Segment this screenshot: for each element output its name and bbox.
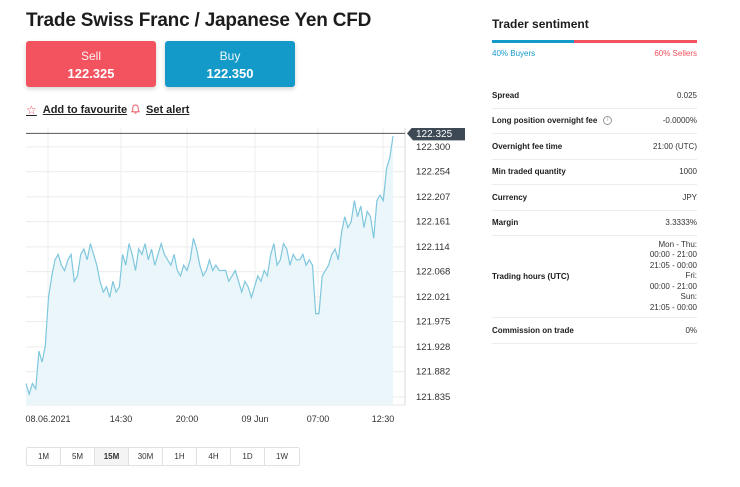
stat-value-line: -0.0000% [662, 116, 697, 126]
buy-label: Buy [219, 49, 241, 63]
stat-key-label: Currency [492, 192, 528, 202]
stat-key-label: Trading hours (UTC) [492, 272, 570, 281]
stat-row: Currency JPY [492, 185, 697, 211]
add-to-favourite-link[interactable]: ☆ Add to favourite [26, 103, 127, 117]
sell-label: Sell [80, 49, 101, 63]
stat-value: 1000 [679, 167, 697, 176]
stat-value-line: 21:00 (UTC) [652, 141, 697, 151]
stat-value-line: Fri: [685, 271, 697, 281]
timeframe-selector: 1M 5M 15M 30M 1H 4H 1D 1W [26, 447, 300, 466]
stat-key: Long position overnight fee i [492, 116, 613, 126]
stat-value-line: 0.025 [676, 90, 697, 100]
stat-key-label: Overnight fee time [492, 141, 563, 151]
x-tick-label: 09 Jun [241, 414, 268, 424]
stat-key-label: Margin [492, 218, 519, 228]
sell-price: 122.325 [67, 66, 115, 81]
timeframe-button-1d[interactable]: 1D [231, 448, 265, 465]
stat-key: Margin [492, 218, 518, 227]
y-tick-label: 122.068 [416, 267, 450, 278]
sentiment-title: Trader sentiment [492, 17, 589, 31]
timeframe-button-4h[interactable]: 4H [197, 448, 231, 465]
stat-value-line: 21:05 - 00:00 [649, 260, 697, 270]
sentiment-buyers: 40% Buyers [492, 49, 536, 58]
set-alert-link[interactable]: Set alert [130, 103, 190, 117]
stat-value: 3.3333% [665, 218, 697, 227]
buy-price: 122.350 [206, 66, 254, 81]
timeframe-button-1h[interactable]: 1H [163, 448, 197, 465]
price-area [26, 136, 393, 405]
stat-value: 0.025 [677, 91, 697, 100]
stat-value-line: JPY [682, 192, 697, 202]
stat-key: Commission on trade [492, 326, 574, 335]
stats-table: Spread 0.025 Long position overnight fee i -… [492, 83, 697, 344]
timeframe-button-5m[interactable]: 5M [61, 448, 95, 465]
y-tick-label: 121.882 [416, 367, 450, 378]
stat-row: Overnight fee time 21:00 (UTC) [492, 134, 697, 160]
y-tick-label: 121.835 [416, 392, 450, 403]
stat-row: Long position overnight fee i -0.0000% [492, 109, 697, 134]
timeframe-button-15m[interactable]: 15M [95, 448, 129, 465]
y-tick-label: 122.021 [416, 292, 450, 303]
sentiment-bar [492, 40, 697, 43]
stat-key-label: Min traded quantity [492, 167, 566, 177]
stat-key-label: Long position overnight fee [492, 116, 598, 126]
sell-button[interactable]: Sell 122.325 [26, 41, 156, 87]
price-chart[interactable]: 122.300 122.254 122.207 122.161 122.114 122.0… [0, 128, 470, 434]
stat-value: 21:00 (UTC) [653, 142, 697, 151]
price-chart-svg: 122.300 122.254 122.207 122.161 122.114 122.0… [25, 128, 465, 424]
star-icon: ☆ [26, 103, 37, 117]
price-line [25, 136, 394, 397]
stat-row: Margin 3.3333% [492, 211, 697, 236]
y-tick-label: 122.300 [416, 142, 450, 153]
stat-key-label: Commission on trade [492, 325, 574, 335]
y-tick-label: 122.254 [416, 167, 450, 178]
stat-row: Commission on trade 0% [492, 318, 697, 344]
sentiment-sellers: 60% Sellers [654, 49, 697, 58]
y-tick-label: 122.114 [416, 242, 450, 253]
stat-key: Trading hours (UTC) [492, 272, 569, 281]
current-price-label: 122.325 [416, 129, 453, 140]
stat-value-line: Mon - Thu: [658, 239, 697, 249]
bell-icon [130, 103, 141, 117]
stat-value-line: 1000 [679, 167, 697, 177]
current-price-tag [407, 128, 465, 141]
x-tick-label: 20:00 [176, 414, 199, 424]
add-to-favourite-label: Add to favourite [42, 104, 128, 116]
y-tick-label: 122.161 [416, 217, 450, 228]
x-tick-label: 08.06.2021 [25, 414, 70, 424]
stat-value: -0.0000% [663, 116, 697, 125]
stat-value: JPY [682, 193, 697, 202]
timeframe-button-30m[interactable]: 30M [129, 448, 163, 465]
stat-value-line: 00:00 - 21:00 [649, 281, 697, 291]
x-tick-label: 07:00 [307, 414, 330, 424]
stat-key-label: Spread [492, 90, 520, 100]
stat-value: 0% [685, 326, 697, 335]
stat-value-line: Sun: [680, 292, 697, 302]
stat-key: Currency [492, 193, 527, 202]
info-icon[interactable]: i [603, 116, 613, 126]
timeframe-button-1w[interactable]: 1W [276, 452, 288, 461]
stat-value-line: 3.3333% [665, 218, 697, 228]
stat-value: Mon - Thu: 00:00 - 21:00 21:05 - 00:00 Fri:… [650, 240, 697, 314]
y-tick-label: 121.975 [416, 317, 450, 328]
stat-value-line: 00:00 - 21:00 [649, 250, 697, 260]
stat-key: Spread [492, 91, 519, 100]
sentiment-buyers-fill [492, 40, 574, 43]
y-tick-label: 122.207 [416, 192, 450, 203]
stat-value-line: 0% [685, 325, 697, 335]
stat-key: Overnight fee time [492, 142, 562, 151]
stat-row: Spread 0.025 [492, 83, 697, 109]
y-tick-label: 121.928 [416, 342, 450, 353]
buy-button[interactable]: Buy 122.350 [165, 41, 295, 87]
stat-row: Trading hours (UTC) Mon - Thu: 00:00 - 21:… [492, 236, 697, 318]
stat-value-line: 21:05 - 00:00 [649, 302, 697, 312]
timeframe-button-1m[interactable]: 1M [27, 448, 61, 465]
set-alert-label: Set alert [146, 104, 190, 116]
stat-row: Min traded quantity 1000 [492, 160, 697, 185]
stat-key: Min traded quantity [492, 167, 566, 176]
x-tick-label: 14:30 [110, 414, 133, 424]
page-title: Trade Swiss Franc / Japanese Yen CFD [26, 10, 372, 31]
x-tick-label: 12:30 [372, 414, 395, 424]
